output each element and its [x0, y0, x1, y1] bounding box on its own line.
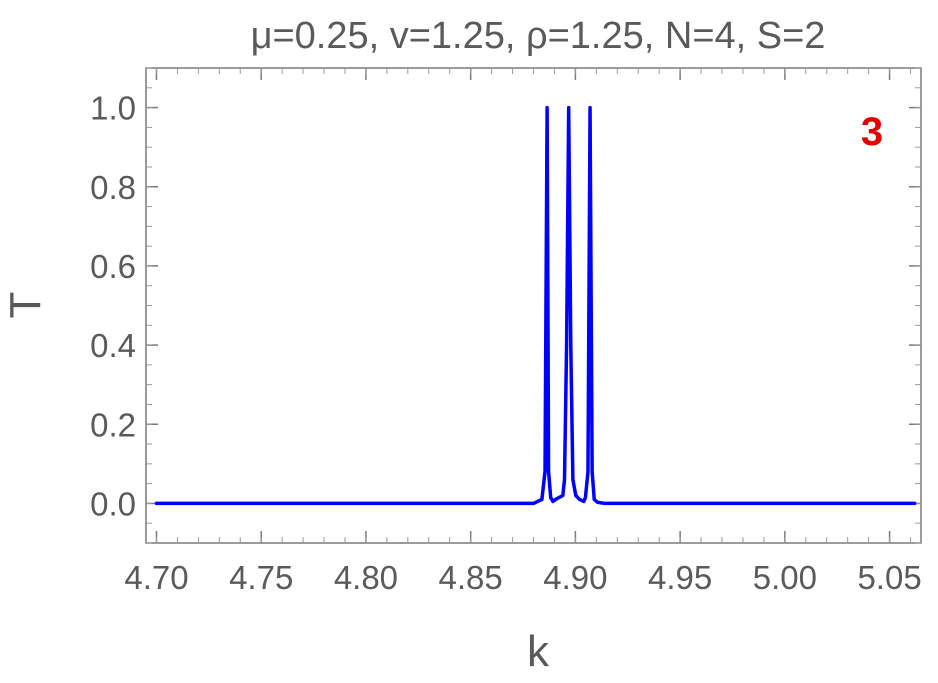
x-axis-label: k — [527, 627, 550, 676]
x-tick-label: 5.05 — [857, 559, 921, 596]
y-tick-label: 0.4 — [90, 327, 136, 364]
x-tick-label: 4.85 — [439, 559, 503, 596]
y-tick-label: 1.0 — [90, 90, 136, 127]
plot-frame — [145, 67, 922, 544]
x-tick-label: 5.00 — [753, 559, 817, 596]
x-tick-label: 4.95 — [648, 559, 712, 596]
x-axis-ticks: 4.70 4.75 4.80 4.85 4.90 4.95 5.00 5.05 — [124, 68, 922, 596]
y-tick-label: 0.6 — [90, 248, 136, 285]
x-tick-label: 4.70 — [124, 559, 188, 596]
y-tick-label: 0.0 — [90, 485, 136, 522]
series-line — [154, 105, 917, 506]
y-axis-label: T — [1, 292, 50, 319]
x-tick-label: 4.90 — [543, 559, 607, 596]
y-tick-label: 0.8 — [90, 169, 136, 206]
x-tick-label: 4.75 — [229, 559, 293, 596]
panel-label: 3 — [861, 110, 883, 154]
series-layer — [154, 105, 917, 506]
y-tick-label: 0.2 — [90, 406, 136, 443]
y-axis-ticks: 0.0 0.2 0.4 0.6 0.8 1.0 — [90, 67, 921, 544]
chart-title: μ=0.25, v=1.25, ρ=1.25, N=4, S=2 — [251, 15, 826, 57]
x-tick-label: 4.80 — [334, 559, 398, 596]
